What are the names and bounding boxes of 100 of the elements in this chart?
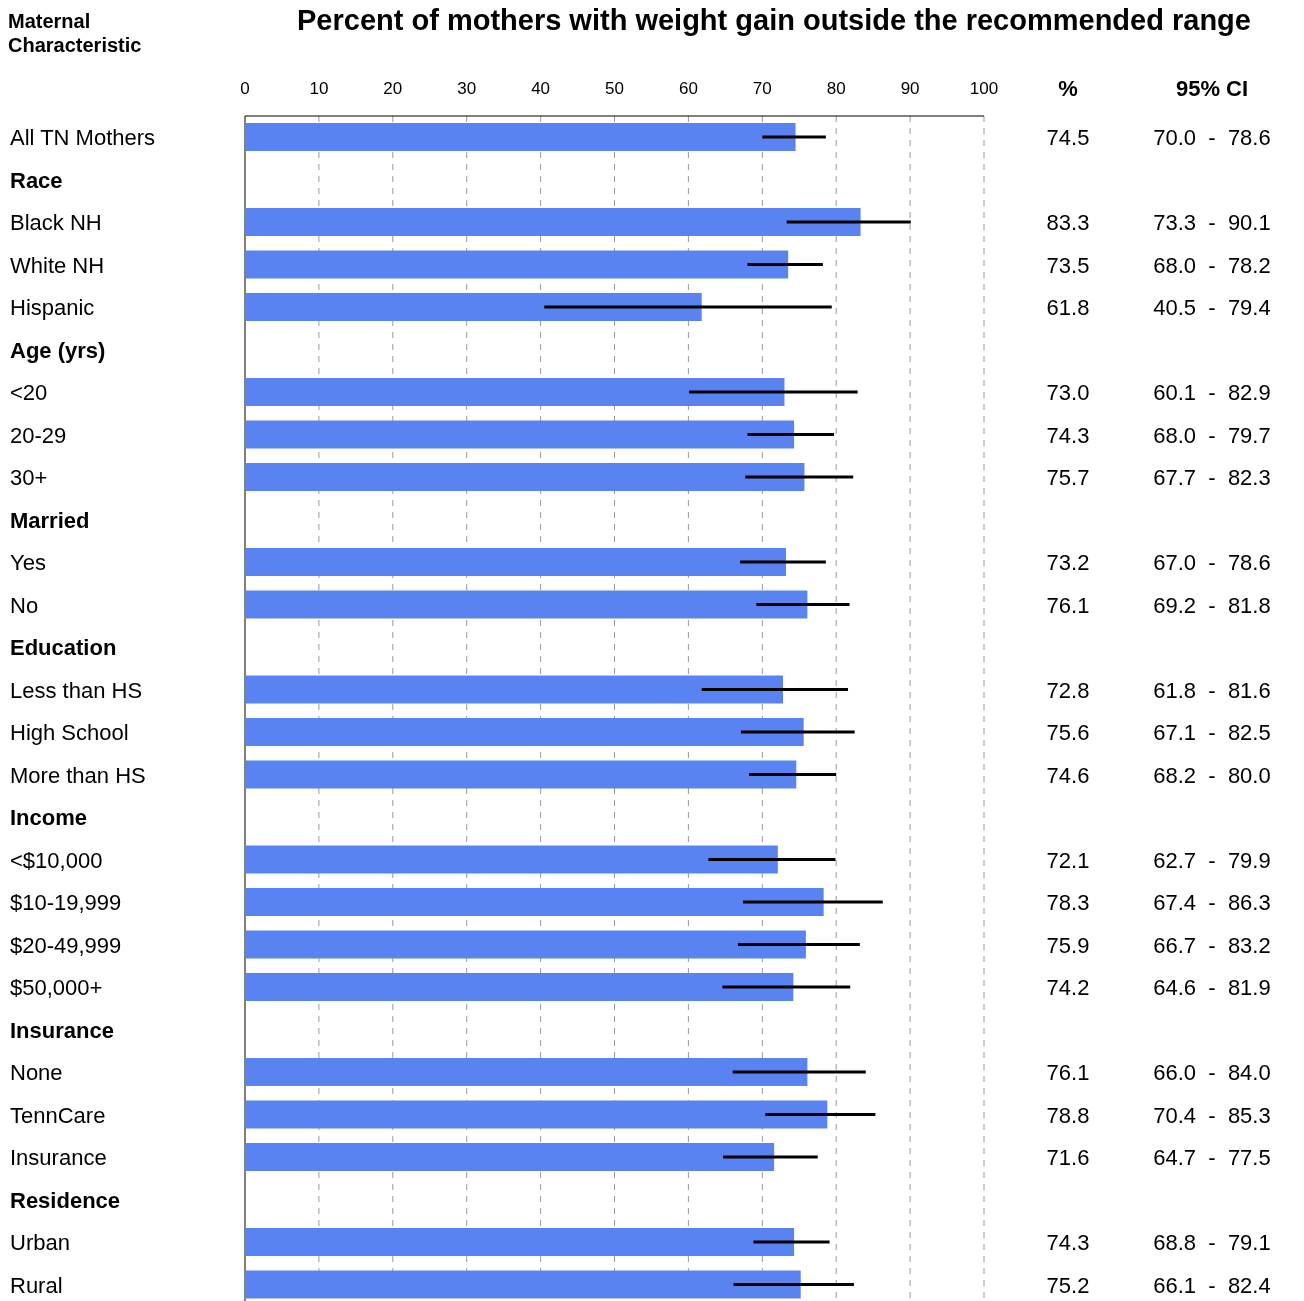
data-label: 75.9 xyxy=(1046,932,1090,958)
y-tick-label: Married xyxy=(10,507,90,533)
chart-title: Percent of mothers with weight gain outside the recommended range xyxy=(297,4,1251,36)
x-tick-label: 70 xyxy=(752,79,772,98)
y-tick-label: Residence xyxy=(10,1187,121,1213)
text: 66.0 - 84.0 xyxy=(1153,1060,1271,1085)
data-label: 78.3 xyxy=(1046,890,1090,915)
x-tick-label: 10 xyxy=(309,79,329,98)
y-tick-label: High School xyxy=(10,720,129,745)
text: 67.1 - 82.5 xyxy=(1153,720,1271,745)
bar xyxy=(245,1143,775,1171)
text: 66.7 - 83.2 xyxy=(1153,932,1271,958)
data-label: 74.6 xyxy=(1046,762,1090,788)
data-label: 75.2 xyxy=(1046,1272,1090,1298)
y-tick-label: Urban xyxy=(10,1230,70,1255)
text: 68.2 - 80.0 xyxy=(1153,762,1271,788)
bar xyxy=(245,463,805,491)
x-tick-label: 90 xyxy=(900,79,920,98)
text: 95% CI xyxy=(1175,76,1249,101)
text: 70.0 - 78.6 xyxy=(1153,125,1271,150)
bar xyxy=(245,718,804,746)
data-label: 61.8 xyxy=(1046,295,1090,320)
data-label: 76.1 xyxy=(1046,592,1090,618)
text: 73.3 - 90.1 xyxy=(1153,210,1271,235)
x-tick-label: 20 xyxy=(383,79,403,98)
y-tick-label: TennCare xyxy=(10,1102,106,1128)
data-label: 74.2 xyxy=(1046,975,1090,1000)
data-label: 74.3 xyxy=(1046,422,1090,448)
bar xyxy=(245,845,778,874)
text: 70.4 - 85.3 xyxy=(1153,1102,1271,1128)
bar xyxy=(245,548,786,576)
y-tick-label: None xyxy=(10,1060,63,1085)
text: 67.4 - 86.3 xyxy=(1153,890,1271,915)
y-tick-label: White NH xyxy=(10,252,105,278)
text: 40.5 - 79.4 xyxy=(1153,295,1271,320)
data-label: 74.3 xyxy=(1046,1230,1090,1255)
data-label: 75.6 xyxy=(1046,720,1090,745)
x-tick-label: 50 xyxy=(605,79,624,98)
bar xyxy=(245,760,797,789)
y-tick-label: <20 xyxy=(10,380,48,405)
text: 60.1 - 82.9 xyxy=(1153,380,1271,405)
x-tick-label: 40 xyxy=(531,79,551,98)
text: 64.6 - 81.9 xyxy=(1153,975,1271,1000)
bar xyxy=(245,208,861,236)
y-tick-label: Race xyxy=(10,167,63,193)
bar xyxy=(245,590,808,619)
data-label: 75.7 xyxy=(1046,465,1090,490)
data-label: 73.0 xyxy=(1046,380,1090,405)
bar xyxy=(245,293,702,321)
y-tick-label: Education xyxy=(10,635,117,660)
text: 68.8 - 79.1 xyxy=(1153,1230,1271,1255)
y-tick-label: Yes xyxy=(10,550,46,575)
bar xyxy=(245,250,789,279)
data-label: 71.6 xyxy=(1046,1145,1090,1170)
y-tick-label: Insurance xyxy=(10,1145,107,1170)
data-label: 78.8 xyxy=(1046,1102,1090,1128)
bar xyxy=(245,888,824,916)
x-tick-label: 0 xyxy=(240,79,250,98)
y-tick-label: Insurance xyxy=(10,1017,114,1043)
y-tick-label: Less than HS xyxy=(10,677,143,703)
bar xyxy=(245,1058,808,1086)
text: 68.0 - 79.7 xyxy=(1153,422,1271,448)
text: % xyxy=(1058,76,1078,101)
data-label: 74.5 xyxy=(1046,125,1090,150)
y-tick-label: Black NH xyxy=(10,210,102,235)
x-tick-label: 30 xyxy=(457,79,477,98)
y-tick-label: $10-19,999 xyxy=(10,890,122,915)
x-tick-label: 100 xyxy=(969,79,999,98)
y-axis-title: Maternal Characteristic xyxy=(8,10,142,56)
bar xyxy=(245,1270,801,1299)
text: 62.7 - 79.9 xyxy=(1153,847,1271,873)
x-tick-label: 60 xyxy=(678,79,698,98)
text: 64.7 - 77.5 xyxy=(1153,1145,1271,1170)
y-tick-label: No xyxy=(10,592,39,618)
data-label: 76.1 xyxy=(1046,1060,1090,1085)
x-tick-label: 80 xyxy=(826,79,846,98)
y-tick-label: 30+ xyxy=(10,465,48,490)
bar xyxy=(245,420,795,449)
text: 67.7 - 82.3 xyxy=(1153,465,1271,490)
bar xyxy=(245,973,794,1001)
data-label: 73.5 xyxy=(1046,252,1090,278)
y-tick-label: 20-29 xyxy=(10,422,67,448)
y-tick-label: All TN Mothers xyxy=(10,125,156,150)
y-tick-label: Hispanic xyxy=(10,295,95,320)
bar xyxy=(245,123,796,151)
text: 61.8 - 81.6 xyxy=(1153,677,1271,703)
y-tick-label: Income xyxy=(10,805,88,830)
y-tick-label: Rural xyxy=(10,1272,63,1298)
y-tick-label: $20-49,999 xyxy=(10,932,122,958)
data-label: 83.3 xyxy=(1046,210,1090,235)
text: 66.1 - 82.4 xyxy=(1153,1272,1271,1298)
text: 67.0 - 78.6 xyxy=(1153,550,1271,575)
data-label: 73.2 xyxy=(1046,550,1090,575)
text: 68.0 - 78.2 xyxy=(1153,252,1271,278)
data-label: 72.1 xyxy=(1046,847,1090,873)
y-tick-label: Age (yrs) xyxy=(10,337,106,363)
bar xyxy=(245,930,806,959)
y-tick-label: More than HS xyxy=(10,762,146,788)
text: 69.2 - 81.8 xyxy=(1153,592,1271,618)
y-tick-label: $50,000+ xyxy=(10,975,103,1000)
